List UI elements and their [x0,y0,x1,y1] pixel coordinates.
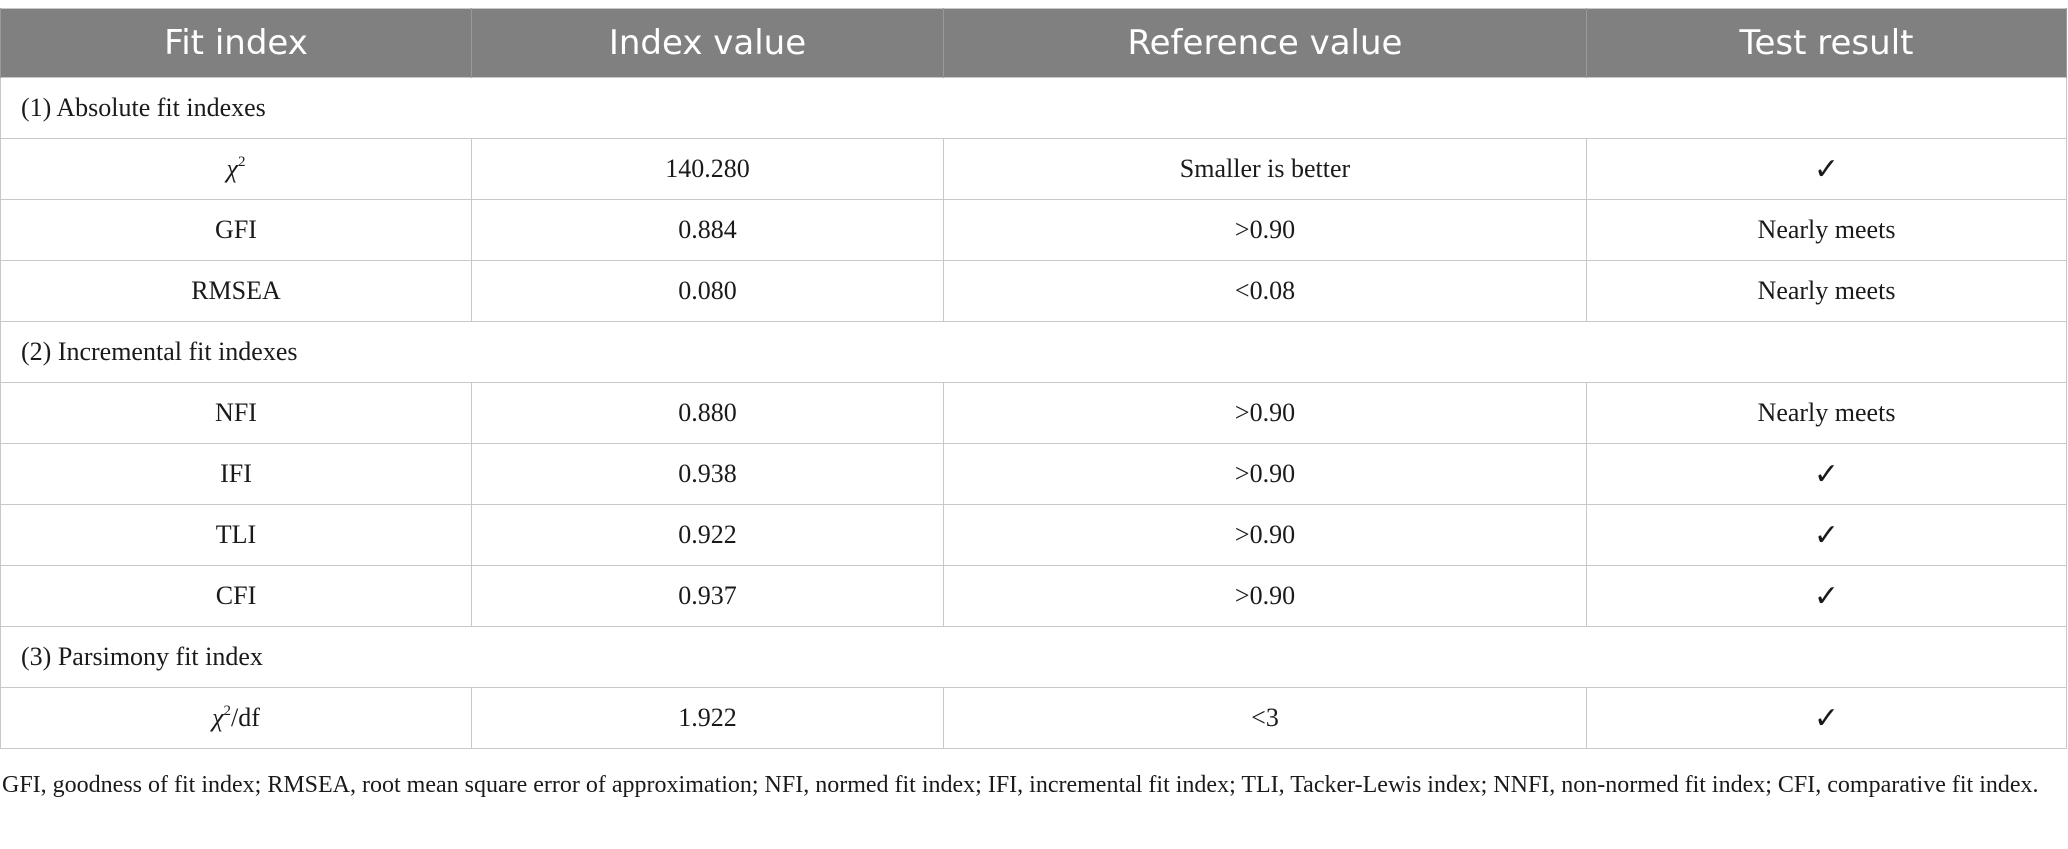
index-value: 0.938 [471,443,944,505]
reference-value: >0.90 [943,504,1587,566]
reference-value: Smaller is better [943,138,1587,200]
check-mark-icon: ✓ [1586,504,2067,566]
section-label-absolute: (1) Absolute fit indexes [0,77,2067,139]
check-mark-icon: ✓ [1586,138,2067,200]
index-name: GFI [0,199,472,261]
reference-value: >0.90 [943,382,1587,444]
table-row: χ2/df 1.922 <3 ✓ [0,687,2067,749]
chi-exponent: 2 [223,703,232,719]
table-footnote: GFI, goodness of fit index; RMSEA, root … [2,772,2039,798]
check-mark-icon: ✓ [1586,443,2067,505]
chi-exponent: 2 [237,154,246,170]
index-value: 0.937 [471,565,944,627]
section-row-incremental: (2) Incremental fit indexes [0,321,2067,383]
check-mark-icon: ✓ [1586,565,2067,627]
reference-value: <0.08 [943,260,1587,322]
df-suffix: /df [231,703,260,732]
index-name-chi2-df: χ2/df [0,687,472,749]
test-result: Nearly meets [1586,199,2067,261]
table-row: χ2 140.280 Smaller is better ✓ [0,138,2067,200]
reference-value: >0.90 [943,199,1587,261]
test-result: Nearly meets [1586,260,2067,322]
header-fit-index: Fit index [0,8,472,78]
index-name: TLI [0,504,472,566]
fit-index-table: Fit index Index value Reference value Te… [0,8,2067,749]
chi-symbol: χ [212,703,224,732]
header-reference-value: Reference value [943,8,1587,78]
table-header-row: Fit index Index value Reference value Te… [0,8,2067,78]
table-row: CFI 0.937 >0.90 ✓ [0,565,2067,627]
table-row: IFI 0.938 >0.90 ✓ [0,443,2067,505]
index-name: IFI [0,443,472,505]
table-row: RMSEA 0.080 <0.08 Nearly meets [0,260,2067,322]
reference-value: >0.90 [943,443,1587,505]
test-result: Nearly meets [1586,382,2067,444]
index-value: 1.922 [471,687,944,749]
section-row-absolute: (1) Absolute fit indexes [0,77,2067,139]
section-row-parsimony: (3) Parsimony fit index [0,626,2067,688]
check-mark-icon: ✓ [1586,687,2067,749]
reference-value: <3 [943,687,1587,749]
section-label-incremental: (2) Incremental fit indexes [0,321,2067,383]
index-value: 0.884 [471,199,944,261]
index-name: RMSEA [0,260,472,322]
index-value: 0.922 [471,504,944,566]
index-value: 0.080 [471,260,944,322]
fit-index-table-container: Fit index Index value Reference value Te… [0,8,2068,749]
section-label-parsimony: (3) Parsimony fit index [0,626,2067,688]
index-value: 140.280 [471,138,944,200]
table-row: NFI 0.880 >0.90 Nearly meets [0,382,2067,444]
header-test-result: Test result [1586,8,2067,78]
table-row: GFI 0.884 >0.90 Nearly meets [0,199,2067,261]
index-value: 0.880 [471,382,944,444]
index-name: CFI [0,565,472,627]
index-name: NFI [0,382,472,444]
chi-symbol: χ [226,154,238,183]
index-name-chi2: χ2 [0,138,472,200]
reference-value: >0.90 [943,565,1587,627]
header-index-value: Index value [471,8,944,78]
table-row: TLI 0.922 >0.90 ✓ [0,504,2067,566]
